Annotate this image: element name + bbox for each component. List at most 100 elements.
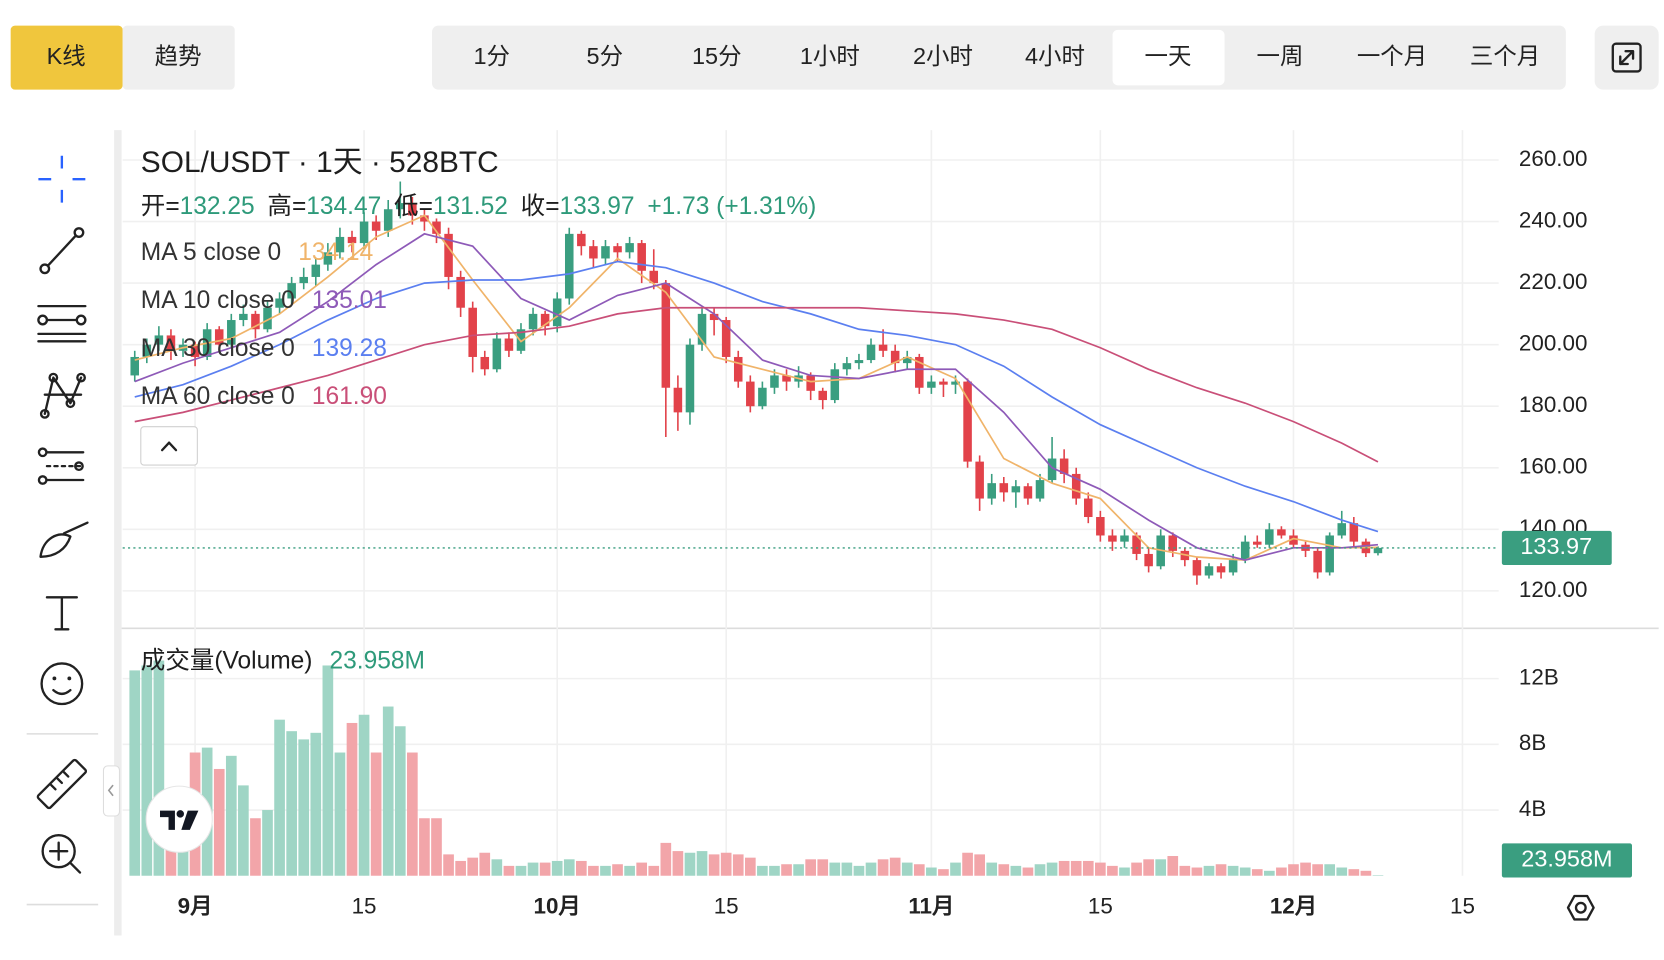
volume-bar bbox=[950, 862, 961, 876]
zoom-tool[interactable] bbox=[41, 834, 76, 869]
horizontal-lines-tool[interactable] bbox=[37, 314, 49, 326]
fullscreen-button[interactable] bbox=[1594, 25, 1659, 90]
ohlc-value: 132.25 bbox=[180, 193, 255, 220]
interval-label[interactable]: 4小时 bbox=[1025, 43, 1085, 69]
collapse-tab[interactable] bbox=[102, 765, 120, 817]
mode-label[interactable]: K线 bbox=[47, 43, 86, 69]
horizontal-lines-tool[interactable] bbox=[37, 304, 87, 343]
candle-body bbox=[552, 298, 562, 327]
candle-body bbox=[1204, 566, 1214, 576]
tradingview-logo[interactable] bbox=[176, 810, 184, 818]
tradingview-logo[interactable] bbox=[145, 785, 213, 853]
price-change: +1.73 (+1.31%) bbox=[647, 193, 816, 220]
fullscreen-button[interactable] bbox=[1611, 42, 1642, 73]
crosshair-tool[interactable] bbox=[38, 155, 86, 203]
fib-tool[interactable] bbox=[37, 475, 48, 485]
zoom-tool[interactable] bbox=[48, 841, 82, 874]
volume-bar bbox=[1095, 862, 1106, 876]
candle-body bbox=[335, 236, 345, 253]
interval-label[interactable]: 一周 bbox=[1257, 43, 1304, 69]
volume-bar bbox=[1107, 865, 1118, 876]
trend-line-tool[interactable] bbox=[73, 227, 85, 238]
candle-body bbox=[359, 221, 369, 244]
collapse-tab[interactable] bbox=[107, 784, 114, 797]
fullscreen-button[interactable] bbox=[1619, 50, 1635, 66]
settings-button[interactable] bbox=[1566, 894, 1595, 921]
pattern-tool[interactable] bbox=[43, 376, 83, 416]
emoji-tool[interactable] bbox=[52, 676, 57, 681]
trend-line-tool[interactable] bbox=[46, 234, 77, 267]
volume-bar bbox=[1179, 865, 1191, 876]
interval-label[interactable]: 一个月 bbox=[1357, 43, 1427, 69]
interval-active[interactable] bbox=[1112, 29, 1225, 86]
candle-body bbox=[878, 344, 888, 351]
interval-label[interactable]: 5分 bbox=[587, 43, 624, 69]
settings-button[interactable] bbox=[1566, 894, 1595, 921]
ohlc-label: 高= bbox=[267, 192, 306, 220]
brush-tool[interactable] bbox=[39, 521, 89, 558]
candle-body bbox=[371, 221, 381, 231]
candle-body bbox=[830, 369, 840, 401]
legend: SOL/USDT · 1天 · 528BTC 开=132.25 高=134.47 低… bbox=[140, 146, 816, 675]
pattern-tool[interactable] bbox=[48, 372, 59, 383]
volume-bar bbox=[938, 869, 949, 876]
candle-body bbox=[1289, 535, 1298, 545]
fib-tool[interactable] bbox=[74, 461, 84, 472]
volume-bar bbox=[153, 660, 165, 876]
candle-body bbox=[890, 350, 900, 364]
volume-bar bbox=[370, 752, 382, 876]
candle-body bbox=[770, 375, 779, 388]
fib-tool[interactable] bbox=[37, 447, 85, 485]
volume-bar bbox=[672, 851, 684, 876]
ruler-tool[interactable] bbox=[50, 771, 70, 791]
collapse-legend-button[interactable] bbox=[140, 426, 198, 466]
pattern-tool[interactable] bbox=[76, 372, 86, 383]
interval-label[interactable]: 一天 bbox=[1145, 43, 1192, 69]
tradingview-logo[interactable] bbox=[181, 810, 199, 830]
emoji-tool[interactable] bbox=[52, 688, 72, 696]
settings-button[interactable] bbox=[1574, 901, 1587, 914]
horizontal-lines-tool[interactable] bbox=[37, 304, 87, 343]
tradingview-logo[interactable] bbox=[145, 785, 213, 853]
volume-bar bbox=[250, 818, 261, 876]
volume-tick-label: 8B bbox=[1519, 730, 1546, 755]
collapse-legend-button[interactable] bbox=[140, 426, 198, 466]
mode-button[interactable] bbox=[122, 25, 235, 90]
candle-body bbox=[963, 381, 972, 462]
collapse-legend-button[interactable] bbox=[160, 441, 178, 452]
zoom-tool[interactable] bbox=[41, 834, 82, 874]
candle-body bbox=[383, 209, 393, 231]
crosshair-tool[interactable] bbox=[38, 155, 86, 203]
emoji-tool[interactable] bbox=[67, 676, 72, 681]
trend-line-tool[interactable] bbox=[39, 227, 85, 275]
volume-bar bbox=[431, 818, 442, 876]
text-tool[interactable] bbox=[45, 596, 78, 631]
ruler-tool[interactable] bbox=[36, 758, 88, 810]
interval-label[interactable]: 三个月 bbox=[1470, 43, 1540, 69]
brush-tool[interactable] bbox=[39, 521, 89, 558]
tradingview-logo[interactable] bbox=[160, 810, 175, 830]
trend-line-tool[interactable] bbox=[39, 263, 51, 275]
interval-label[interactable]: 15分 bbox=[692, 43, 742, 69]
fib-tool[interactable] bbox=[37, 447, 48, 458]
interval-label[interactable]: 1分 bbox=[473, 43, 510, 69]
ruler-tool[interactable] bbox=[36, 758, 88, 810]
pattern-tool[interactable] bbox=[65, 398, 76, 409]
horizontal-lines-tool[interactable] bbox=[75, 314, 87, 326]
interval-label[interactable]: 2小时 bbox=[913, 43, 973, 69]
mode-label[interactable]: 趋势 bbox=[155, 43, 202, 69]
text-tool[interactable] bbox=[45, 596, 78, 631]
pattern-tool[interactable] bbox=[39, 372, 86, 419]
emoji-tool[interactable] bbox=[40, 662, 84, 706]
candle-body bbox=[1240, 541, 1250, 561]
collapse-tab[interactable] bbox=[102, 765, 120, 817]
volume-legend-value: 23.958M bbox=[330, 648, 425, 675]
pattern-tool[interactable] bbox=[39, 408, 50, 419]
volume-bar bbox=[1288, 864, 1299, 876]
candle-body bbox=[951, 381, 960, 385]
emoji-tool[interactable] bbox=[40, 662, 84, 706]
interval-label[interactable]: 1小时 bbox=[800, 43, 860, 69]
fib-tool[interactable] bbox=[45, 451, 85, 482]
mode-button-active[interactable] bbox=[10, 25, 123, 90]
volume-bar bbox=[310, 732, 322, 876]
